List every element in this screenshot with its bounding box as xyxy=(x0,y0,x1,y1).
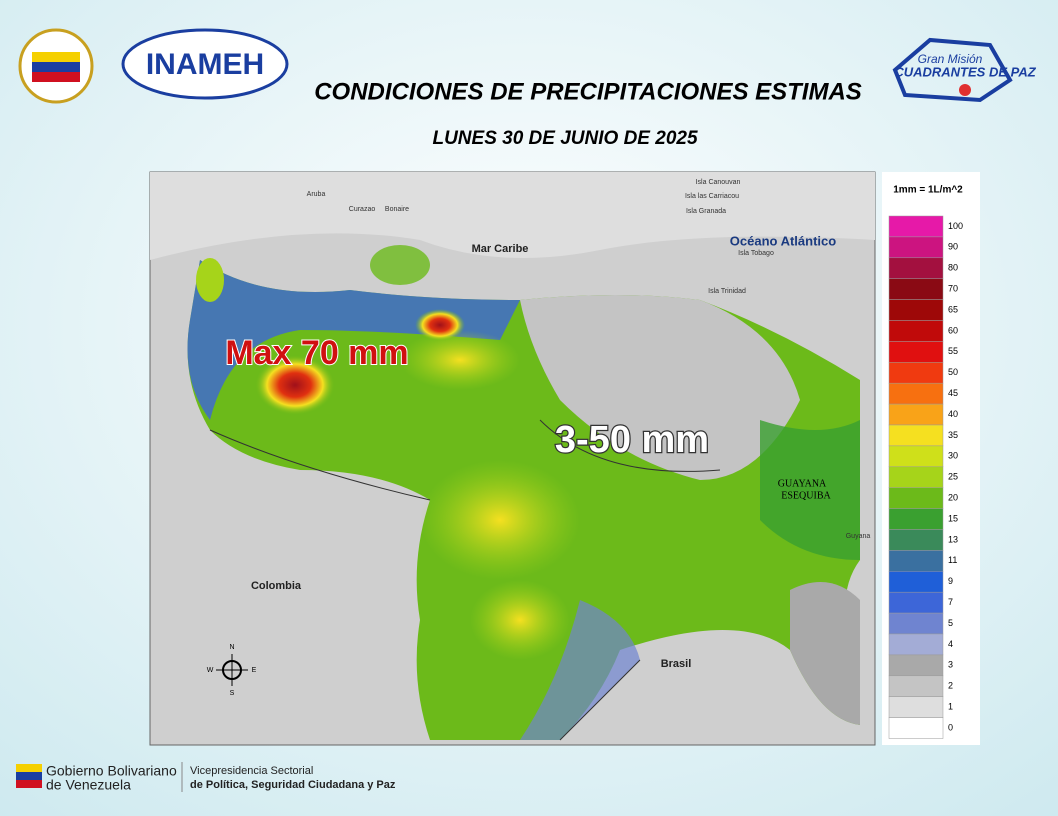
place-label: Isla Granada xyxy=(686,208,726,215)
legend-label: 20 xyxy=(948,493,958,503)
place-label: Mar Caribe xyxy=(472,243,529,255)
legend-swatch xyxy=(888,320,944,342)
legend-label: 4 xyxy=(948,639,953,649)
place-label: Bonaire xyxy=(385,206,409,213)
date: LUNES 30 DE JUNIO DE 2025 xyxy=(432,128,697,149)
logo-text: Gran Misión xyxy=(918,52,983,66)
logo-left: INAMEH xyxy=(18,28,289,104)
legend-label: 50 xyxy=(948,367,958,377)
logo-text: INAMEH xyxy=(146,48,264,81)
legend-swatch xyxy=(888,466,944,488)
place-label: Isla las Carriacou xyxy=(685,193,739,200)
legend-swatch xyxy=(888,717,944,739)
legend-label: 15 xyxy=(948,513,958,523)
compass-label: E xyxy=(252,667,257,674)
compass-label: W xyxy=(207,667,214,674)
legend-label: 65 xyxy=(948,304,958,314)
legend-label: 35 xyxy=(948,430,958,440)
legend-swatch xyxy=(888,445,944,468)
place-label: ESEQUIBA xyxy=(781,490,831,501)
legend-label: 55 xyxy=(948,346,958,356)
legend-label: 40 xyxy=(948,409,958,419)
compass-label: S xyxy=(230,690,235,697)
place-label: Curazao xyxy=(349,206,376,213)
legend-swatch xyxy=(888,299,944,321)
footer-text: Vicepresidencia Sectorial xyxy=(190,765,313,777)
place-label: Isla Trinidad xyxy=(708,288,746,295)
max-label: Max 70 mm xyxy=(225,334,408,372)
legend-swatch xyxy=(888,424,944,447)
legend-swatch xyxy=(888,571,944,593)
legend-swatch xyxy=(888,382,944,405)
legend-swatch xyxy=(888,362,944,384)
legend-swatch xyxy=(888,403,944,426)
footer-text: de Política, Seguridad Ciudadana y Paz xyxy=(190,779,396,791)
legend-label: 9 xyxy=(948,576,953,586)
legend-label: 45 xyxy=(948,388,958,398)
legend-label: 11 xyxy=(948,555,957,565)
place-label: Brasil xyxy=(661,658,692,670)
place-label: Isla Canouvan xyxy=(696,179,741,186)
legend-unit: 1mm = 1L/m^2 xyxy=(893,185,963,196)
footer-text: de Venezuela xyxy=(46,777,131,793)
legend-swatch xyxy=(888,633,944,656)
legend-label: 80 xyxy=(948,263,958,273)
legend-swatch xyxy=(888,696,944,718)
footer-text: Gobierno Bolivariano xyxy=(46,763,177,779)
compass-label: N xyxy=(229,644,234,651)
legend-swatch xyxy=(888,257,944,279)
place-label: GUAYANA xyxy=(778,478,827,489)
legend-label: 7 xyxy=(948,597,953,607)
place-label: Colombia xyxy=(251,580,302,592)
map: Mar Caribe Océano Atlántico Colombia Bra… xyxy=(149,171,876,746)
compass: N S E W xyxy=(207,644,257,697)
legend-swatch xyxy=(888,278,944,300)
legend-label: 1 xyxy=(948,702,953,712)
legend: 1mm = 1L/m^2 100908070656055504540353025… xyxy=(882,172,980,745)
place-label: Aruba xyxy=(307,191,326,198)
legend-swatch xyxy=(888,529,944,551)
legend-label: 0 xyxy=(948,722,953,732)
legend-label: 2 xyxy=(948,681,953,691)
footer: Gobierno Bolivariano de Venezuela Vicepr… xyxy=(16,762,396,793)
legend-swatch xyxy=(888,341,944,363)
legend-swatch xyxy=(888,675,944,697)
legend-label: 3 xyxy=(948,660,953,670)
place-label: Guyana xyxy=(846,533,871,540)
legend-label: 13 xyxy=(948,534,958,544)
legend-swatch xyxy=(888,487,944,509)
legend-label: 100 xyxy=(948,221,963,231)
range-label: 3-50 mm xyxy=(555,419,709,461)
legend-label: 25 xyxy=(948,472,958,482)
legend-swatch xyxy=(888,550,944,572)
legend-swatch xyxy=(888,236,944,259)
logo-right: Gran Misión CUADRANTES DE PAZ xyxy=(892,37,1037,103)
legend-label: 5 xyxy=(948,618,953,628)
legend-swatch xyxy=(888,215,944,238)
place-label: Isla Tobago xyxy=(738,250,774,257)
place-label: Océano Atlántico xyxy=(730,233,836,248)
title: CONDICIONES DE PRECIPITACIONES ESTIMAS xyxy=(314,78,862,105)
legend-swatch xyxy=(888,591,944,614)
legend-label: 70 xyxy=(948,284,958,294)
legend-swatch xyxy=(888,654,944,677)
logo-text: CUADRANTES DE PAZ xyxy=(894,64,1036,79)
legend-swatch xyxy=(888,612,944,635)
legend-label: 90 xyxy=(948,242,958,252)
legend-swatch xyxy=(888,508,944,530)
legend-label: 30 xyxy=(948,451,958,461)
legend-label: 60 xyxy=(948,325,958,335)
